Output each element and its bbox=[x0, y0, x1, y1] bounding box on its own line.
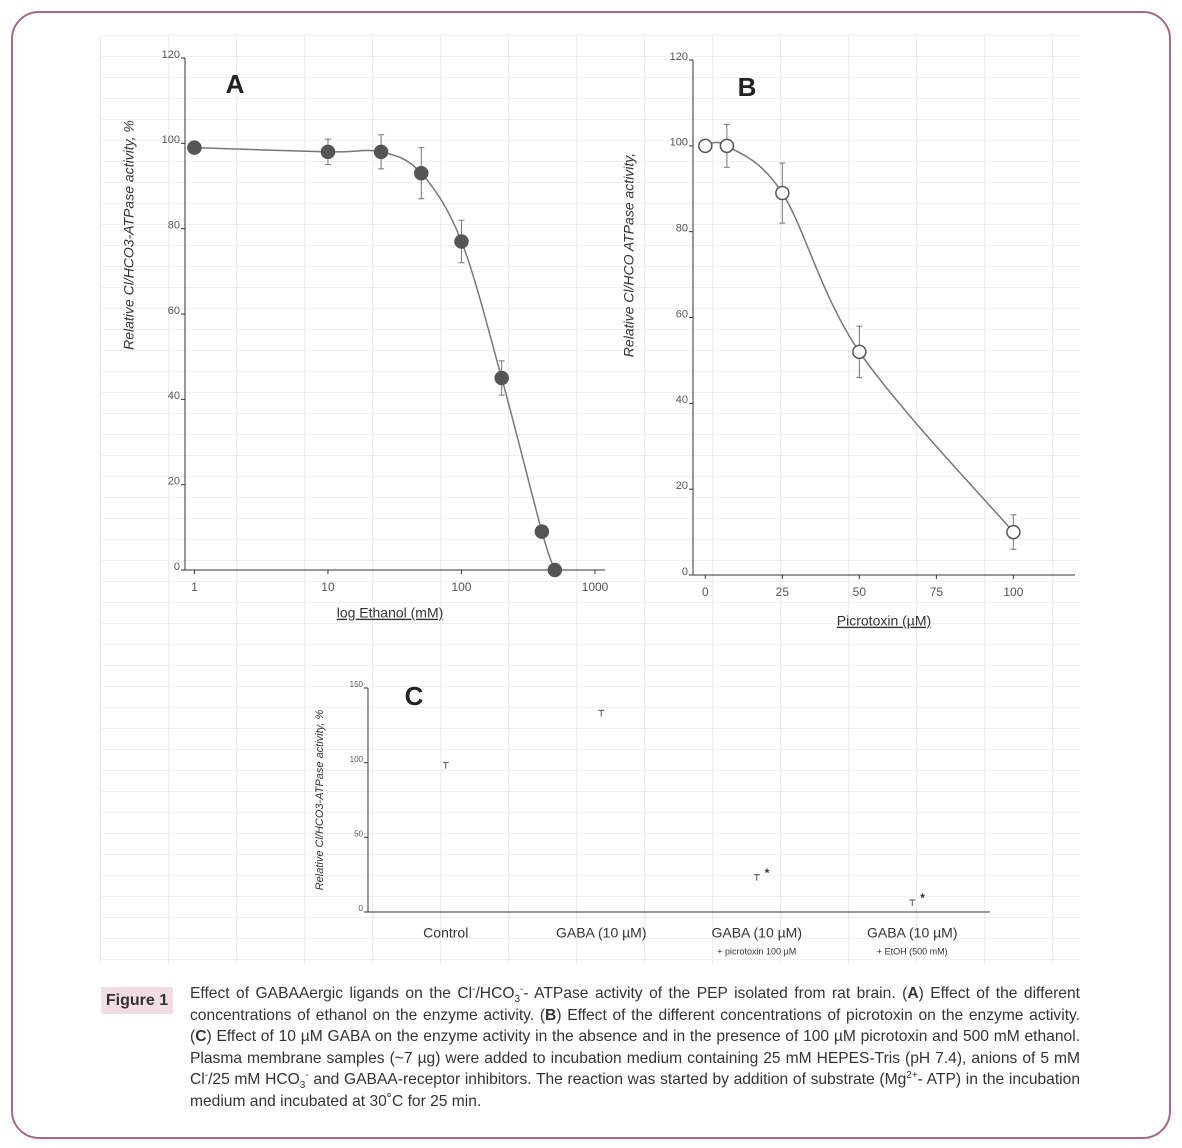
y-tick-label: 60 bbox=[676, 308, 688, 320]
y-tick-label: 0 bbox=[682, 566, 688, 578]
marker bbox=[547, 562, 563, 578]
y-tick-label: 150 bbox=[350, 680, 364, 689]
caption-text: 3 bbox=[514, 994, 521, 1006]
error-mark bbox=[442, 762, 449, 769]
marker bbox=[775, 185, 790, 201]
panel-label: A bbox=[226, 69, 245, 99]
marker bbox=[187, 140, 202, 155]
caption-text: C bbox=[195, 1028, 207, 1046]
x-tick-note: + picrotoxin 100 µM bbox=[717, 946, 796, 956]
curve bbox=[194, 146, 556, 571]
marker bbox=[1006, 524, 1021, 540]
y-tick-label: 50 bbox=[354, 829, 363, 838]
error-mark bbox=[753, 874, 760, 881]
caption-text: /25 mM HCO bbox=[208, 1071, 300, 1089]
figure-label: Figure 1 bbox=[101, 987, 173, 1014]
y-tick-label: 0 bbox=[174, 561, 180, 573]
marker bbox=[494, 370, 509, 386]
y-axis-label: Relative Cl/HCO3-ATPase activity, % bbox=[314, 710, 326, 891]
x-tick-label: GABA (10 µM) bbox=[556, 925, 647, 941]
marker bbox=[320, 144, 336, 160]
marker bbox=[852, 344, 867, 360]
caption-text: A bbox=[907, 985, 919, 1002]
significance: * bbox=[765, 866, 770, 880]
x-tick-label: 10 bbox=[321, 580, 335, 594]
caption-text: Effect of GABAAergic ligands on the Cl bbox=[190, 985, 473, 1002]
caption-text: - bbox=[305, 1070, 309, 1082]
y-tick-label: 60 bbox=[168, 305, 180, 317]
x-tick-label: GABA (10 µM) bbox=[867, 925, 958, 941]
panel-label: B bbox=[738, 72, 757, 102]
x-tick-label: GABA (10 µM) bbox=[711, 925, 802, 941]
caption-text: B bbox=[545, 1006, 557, 1024]
y-tick-label: 40 bbox=[168, 390, 180, 402]
y-tick-label: 100 bbox=[670, 137, 688, 149]
x-tick-label: 1 bbox=[191, 580, 198, 594]
error-mark bbox=[598, 709, 605, 717]
x-tick-label: 50 bbox=[853, 585, 867, 599]
marker bbox=[454, 234, 469, 249]
y-tick-label: 80 bbox=[168, 220, 180, 232]
y-tick-label: 120 bbox=[670, 51, 688, 63]
caption-text: - bbox=[204, 1070, 209, 1082]
panel-label: C bbox=[405, 681, 424, 711]
x-tick-label: 75 bbox=[930, 585, 944, 599]
x-tick-label: Control bbox=[423, 925, 468, 941]
y-tick-label: 120 bbox=[162, 49, 180, 61]
significance: * bbox=[920, 891, 925, 905]
caption: Effect of GABAAergic ligands on the Cl-/… bbox=[190, 983, 1080, 1113]
y-tick-label: 40 bbox=[676, 394, 688, 406]
caption-text: ) Effect of 10 µM GABA on the enzyme act… bbox=[190, 1028, 1080, 1089]
y-tick-label: 100 bbox=[162, 134, 180, 146]
error-mark bbox=[909, 899, 916, 907]
y-tick-label: 20 bbox=[168, 476, 180, 488]
x-axis-label: log Ethanol (mM) bbox=[337, 605, 444, 621]
y-axis-label: Relative Cl/HCO3-ATPase activity, % bbox=[121, 120, 137, 350]
caption-text: ) Effect of the different concentrations… bbox=[190, 985, 1080, 1024]
y-tick-label: 0 bbox=[359, 904, 364, 913]
x-tick-label: 100 bbox=[451, 580, 471, 594]
caption-text: - ATP) in the incubation medium and incu… bbox=[190, 1071, 1080, 1110]
y-tick-label: 100 bbox=[350, 755, 364, 764]
marker bbox=[698, 138, 713, 154]
caption-text: /HCO bbox=[475, 985, 515, 1002]
x-axis-label: Picrotoxin (µM) bbox=[837, 613, 931, 629]
caption-text: - bbox=[472, 983, 476, 995]
caption-text: - bbox=[520, 983, 524, 995]
caption-text: ) Effect of the different concentrations… bbox=[190, 1006, 1080, 1046]
y-tick-label: 80 bbox=[676, 223, 688, 235]
x-tick-label: 25 bbox=[776, 585, 790, 599]
marker bbox=[719, 138, 735, 154]
caption-text: 2+ bbox=[906, 1070, 918, 1082]
x-tick-label: 0 bbox=[702, 585, 709, 599]
caption-text: - ATPase activity of the PEP isolated fr… bbox=[523, 985, 908, 1002]
x-tick-note: + EtOH (500 mM) bbox=[877, 946, 948, 956]
frame bbox=[11, 11, 1171, 1139]
y-axis-label: Relative Cl/HCO ATPase activity, bbox=[621, 153, 637, 357]
sheet-background bbox=[100, 35, 1080, 965]
marker bbox=[534, 524, 550, 539]
x-tick-label: 100 bbox=[1003, 585, 1023, 599]
marker bbox=[414, 165, 429, 181]
caption-text: and GABAA-receptor inhibitors. The react… bbox=[308, 1071, 907, 1089]
y-tick-label: 20 bbox=[676, 480, 688, 492]
x-tick-label: 1000 bbox=[582, 580, 609, 594]
marker bbox=[373, 144, 389, 160]
caption-text: 3 bbox=[299, 1080, 306, 1092]
